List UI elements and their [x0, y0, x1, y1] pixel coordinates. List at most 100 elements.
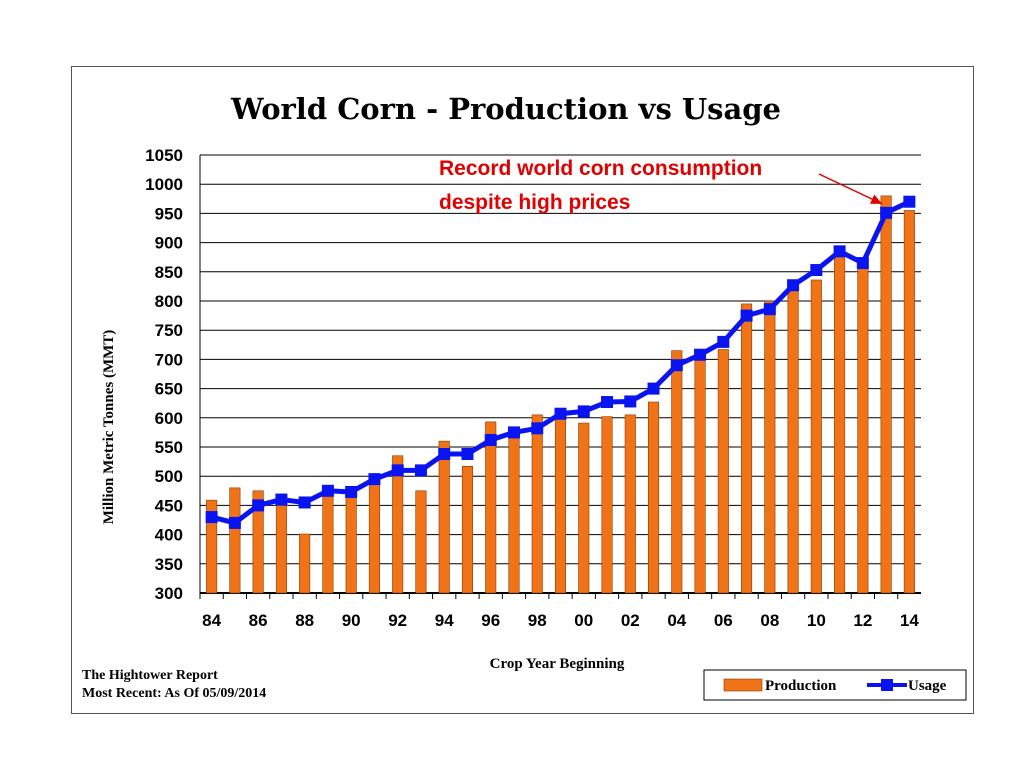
- usage-point: [694, 348, 707, 361]
- y-tick-label: 650: [155, 380, 183, 399]
- production-bar: [299, 533, 311, 594]
- usage-point: [321, 484, 334, 497]
- annotation-arrow: [818, 173, 883, 205]
- usage-point: [833, 245, 846, 258]
- production-bar: [903, 210, 915, 594]
- usage-point: [484, 433, 497, 446]
- y-tick-label: 700: [155, 350, 183, 369]
- source-line-2: Most Recent: As Of 05/09/2014: [82, 686, 266, 701]
- y-tick-label: 750: [155, 321, 183, 340]
- production-bar: [601, 416, 613, 594]
- usage-point: [880, 206, 893, 219]
- production-bar: [834, 249, 846, 594]
- production-bar: [206, 499, 218, 594]
- production-bar: [531, 414, 543, 594]
- production-bar: [368, 482, 380, 594]
- production-bar: [485, 421, 497, 594]
- x-tick-label: 10: [807, 611, 826, 630]
- usage-point: [275, 493, 288, 506]
- y-tick-label: 900: [155, 234, 183, 253]
- x-tick-label: 84: [202, 611, 221, 630]
- x-tick-label: 02: [621, 611, 640, 630]
- production-bar: [764, 300, 776, 594]
- annotation-arrow-head: [870, 194, 883, 204]
- annotation-arrow-shaft: [818, 173, 883, 205]
- usage-point: [624, 395, 637, 408]
- usage-point: [391, 464, 404, 477]
- production-bar: [345, 488, 357, 594]
- y-tick-label: 500: [155, 467, 183, 486]
- production-bar: [578, 422, 590, 594]
- usage-point: [856, 257, 869, 270]
- y-tick-label: 300: [155, 584, 183, 603]
- usage-point: [577, 405, 590, 418]
- legend-production-swatch: [723, 678, 763, 692]
- x-tick-label: 08: [760, 611, 779, 630]
- annotation-line-1: Record world corn consumption: [439, 157, 762, 180]
- y-tick-label: 400: [155, 526, 183, 545]
- production-bar: [694, 359, 706, 594]
- chart-frame: World Corn - Production vs Usage 300 350 4…: [71, 66, 974, 714]
- legend-usage-label: Usage: [908, 678, 947, 694]
- usage-point: [228, 516, 241, 529]
- production-bar: [857, 262, 869, 594]
- source-line-1: The Hightower Report: [82, 668, 218, 683]
- x-tick-label: 96: [481, 611, 500, 630]
- usage-point: [670, 359, 683, 372]
- usage-point: [414, 464, 427, 477]
- chart-title: World Corn - Production vs Usage: [230, 92, 781, 126]
- usage-point: [507, 426, 520, 439]
- x-tick-label: 04: [667, 611, 686, 630]
- y-tick-label: 850: [155, 263, 183, 282]
- y-tick-labels: 300 350 400 450 500 550 600 650 700 750 800 850 900 9…: [145, 146, 183, 603]
- usage-point: [787, 279, 800, 292]
- production-bar: [554, 413, 567, 594]
- usage-point: [205, 511, 218, 524]
- x-tick-label: 12: [853, 611, 872, 630]
- y-tick-label: 550: [155, 438, 183, 457]
- usage-point: [810, 264, 823, 277]
- usage-line: [205, 195, 916, 529]
- usage-point: [601, 396, 614, 409]
- production-bar: [717, 349, 729, 594]
- usage-point: [717, 335, 730, 348]
- legend-usage-marker: [881, 679, 893, 691]
- x-tick-label: 94: [435, 611, 454, 630]
- legend-production-label: Production: [765, 678, 837, 694]
- legend: Production Usage: [703, 669, 967, 701]
- y-tick-label: 1050: [145, 146, 183, 165]
- production-bar: [252, 490, 264, 594]
- x-tick-label: 06: [714, 611, 733, 630]
- production-bar: [741, 303, 753, 594]
- usage-point: [903, 195, 916, 208]
- usage-point: [531, 422, 544, 435]
- x-tick-label: 98: [528, 611, 547, 630]
- production-bar: [647, 401, 660, 594]
- x-tick-label: 92: [388, 611, 407, 630]
- x-tick-label: 14: [900, 611, 919, 630]
- production-bar: [880, 195, 892, 594]
- usage-point: [763, 303, 776, 316]
- production-bar: [415, 490, 427, 594]
- production-bar: [810, 279, 822, 594]
- production-bar: [461, 465, 474, 594]
- y-tick-label: 800: [155, 292, 183, 311]
- production-bar: [508, 431, 520, 594]
- production-bar: [438, 440, 450, 594]
- y-tick-label: 1000: [145, 175, 183, 194]
- y-tick-label: 350: [155, 555, 183, 574]
- x-axis-label: Crop Year Beginning: [490, 656, 625, 672]
- production-bar: [787, 289, 799, 594]
- chart-svg: World Corn - Production vs Usage 300 350 4…: [82, 92, 967, 701]
- y-tick-label: 950: [155, 204, 183, 223]
- usage-point: [368, 473, 381, 486]
- usage-point: [461, 448, 474, 461]
- usage-point: [252, 499, 265, 512]
- x-tick-label: 88: [295, 611, 314, 630]
- production-bar: [229, 487, 241, 594]
- usage-point: [740, 309, 753, 322]
- y-tick-label: 450: [155, 496, 183, 515]
- production-bar: [624, 414, 636, 594]
- production-bar: [392, 455, 404, 594]
- production-bar: [671, 350, 683, 594]
